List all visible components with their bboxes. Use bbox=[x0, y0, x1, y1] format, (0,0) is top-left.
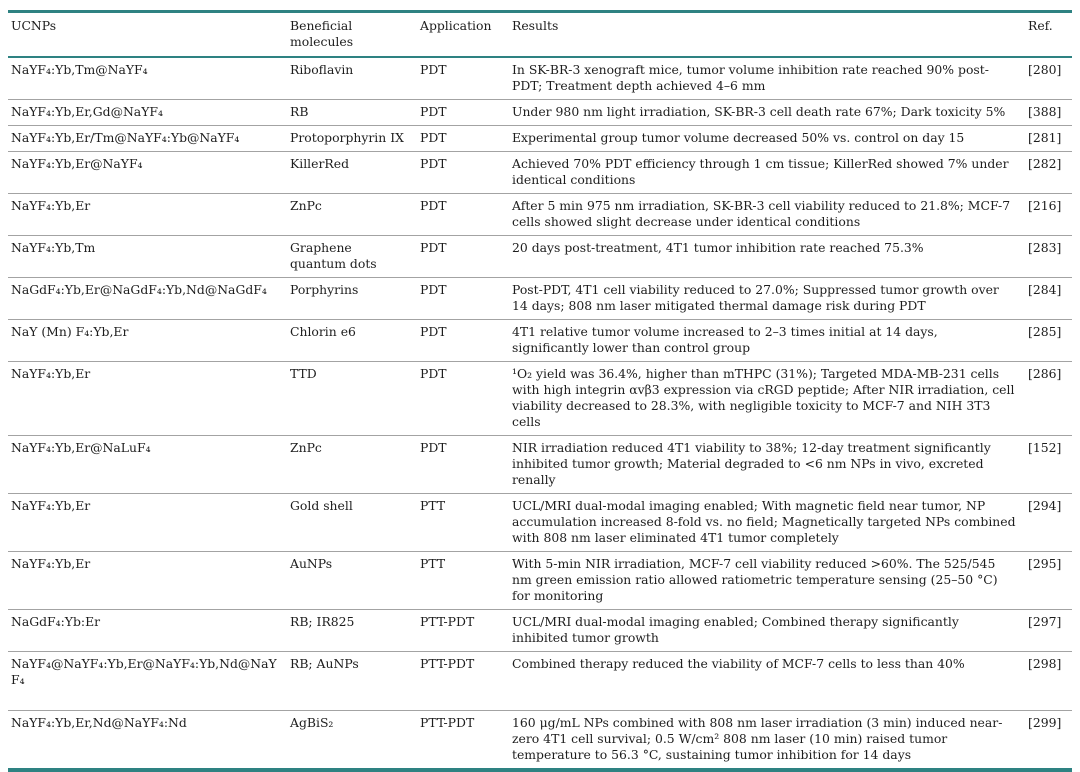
table-row: NaYF₄:Yb,Er@NaYF₄ KillerRed PDT Achieved… bbox=[8, 151, 1072, 194]
application-cell: PTT bbox=[420, 493, 512, 552]
results-cell: Achieved 70% PDT efficiency through 1 cm… bbox=[512, 151, 1028, 194]
ref-cell: [280] bbox=[1028, 57, 1072, 100]
application-cell: PDT bbox=[420, 151, 512, 194]
molecules-cell: TTD bbox=[290, 361, 420, 436]
results-cell: Post-PDT, 4T1 cell viability reduced to … bbox=[512, 277, 1028, 320]
column-header-molecules: Beneficial molecules bbox=[290, 11, 420, 58]
ucnp-cell: NaGdF₄:Yb:Er bbox=[8, 609, 290, 652]
table-row: NaYF₄:Yb,Er Gold shell PTT UCL/MRI dual-… bbox=[8, 493, 1072, 552]
ref-cell: [285] bbox=[1028, 319, 1072, 362]
ucnp-cell: NaYF₄:Yb,Er bbox=[8, 193, 290, 236]
ucnp-cell: NaYF₄:Yb,Er/Tm@NaYF₄:Yb@NaYF₄ bbox=[8, 125, 290, 152]
application-cell: PTT-PDT bbox=[420, 609, 512, 652]
ucnp-cell: NaYF₄:Yb,Er,Nd@NaYF₄:Nd bbox=[11, 715, 187, 730]
results-cell: UCL/MRI dual-modal imaging enabled; Comb… bbox=[512, 609, 1028, 652]
ucnp-cell: NaYF₄:Yb,Tm@NaYF₄ bbox=[8, 57, 290, 100]
molecules-cell: Graphene quantum dots bbox=[290, 235, 420, 278]
application-cell: PTT-PDT bbox=[420, 651, 512, 711]
application-cell: PDT bbox=[420, 235, 512, 278]
ref-cell: [216] bbox=[1028, 193, 1072, 236]
table-row: NaGdF₄:Yb,Er@NaGdF₄:Yb,Nd@NaGdF₄ Porphyr… bbox=[8, 277, 1072, 320]
application-cell: PTT-PDT bbox=[420, 715, 475, 730]
column-header-ucnps: UCNPs bbox=[8, 11, 290, 58]
ref-cell: [284] bbox=[1028, 277, 1072, 320]
results-cell: 20 days post-treatment, 4T1 tumor inhibi… bbox=[512, 235, 1028, 278]
results-cell: Under 980 nm light irradiation, SK-BR-3 … bbox=[512, 99, 1028, 126]
table-row: NaYF₄:Yb,Er AuNPs PTT With 5-min NIR irr… bbox=[8, 551, 1072, 610]
ref-cell: [295] bbox=[1028, 551, 1072, 610]
ucnp-cell: NaGdF₄:Yb,Er@NaGdF₄:Yb,Nd@NaGdF₄ bbox=[8, 277, 290, 320]
molecules-cell: RB bbox=[290, 99, 420, 126]
ucnps-therapy-table: UCNPs Beneficial molecules Application R… bbox=[8, 10, 1072, 772]
molecules-cell: ZnPc bbox=[290, 435, 420, 494]
application-cell: PDT bbox=[420, 193, 512, 236]
application-cell: PDT bbox=[420, 277, 512, 320]
ref-cell: [281] bbox=[1028, 125, 1072, 152]
table-row: NaYF₄:Yb,Er@NaLuF₄ ZnPc PDT NIR irradiat… bbox=[8, 435, 1072, 494]
ucnp-cell: NaYF₄:Yb,Er,Gd@NaYF₄ bbox=[8, 99, 290, 126]
molecules-cell: KillerRed bbox=[290, 151, 420, 194]
results-cell: Experimental group tumor volume decrease… bbox=[512, 125, 1028, 152]
results-cell: ¹O₂ yield was 36.4%, higher than mTHPC (… bbox=[512, 361, 1028, 436]
ref-cell: [388] bbox=[1028, 99, 1072, 126]
ucnp-cell: NaYF₄:Yb,Er@NaLuF₄ bbox=[8, 435, 290, 494]
application-cell: PDT bbox=[420, 125, 512, 152]
molecules-cell: Chlorin e6 bbox=[290, 319, 420, 362]
application-cell: PDT bbox=[420, 57, 512, 100]
column-header-results: Results bbox=[512, 11, 1028, 58]
ref-cell: [297] bbox=[1028, 609, 1072, 652]
table-row: NaGdF₄:Yb:Er RB; IR825 PTT-PDT UCL/MRI d… bbox=[8, 609, 1072, 652]
ucnp-cell: NaYF₄:Yb,Er bbox=[8, 493, 290, 552]
results-cell: After 5 min 975 nm irradiation, SK-BR-3 … bbox=[512, 193, 1028, 236]
ref-cell: [283] bbox=[1028, 235, 1072, 278]
column-header-application: Application bbox=[420, 11, 512, 58]
molecules-cell: RB; AuNPs bbox=[290, 651, 420, 711]
molecules-cell: Porphyrins bbox=[290, 277, 420, 320]
molecules-cell: AuNPs bbox=[290, 551, 420, 610]
application-cell: PDT bbox=[420, 435, 512, 494]
table-row: NaYF₄:Yb,Tm@NaYF₄ Riboflavin PDT In SK-B… bbox=[8, 57, 1072, 100]
results-cell: NIR irradiation reduced 4T1 viability to… bbox=[512, 435, 1028, 494]
results-cell: 4T1 relative tumor volume increased to 2… bbox=[512, 319, 1028, 362]
ref-cell: [282] bbox=[1028, 151, 1072, 194]
ref-cell: [299] bbox=[1028, 715, 1062, 730]
ucnp-cell: NaYF₄:Yb,Er bbox=[8, 361, 290, 436]
results-cell: In SK-BR-3 xenograft mice, tumor volume … bbox=[512, 57, 1028, 100]
ucnp-cell: NaYF₄@NaYF₄:Yb,Er@NaYF₄:Yb,Nd@NaYF₄ bbox=[8, 651, 290, 711]
ucnp-cell: NaY (Mn) F₄:Yb,Er bbox=[8, 319, 290, 362]
ref-cell: [286] bbox=[1028, 361, 1072, 436]
application-cell: PDT bbox=[420, 99, 512, 126]
table-row: NaY (Mn) F₄:Yb,Er Chlorin e6 PDT 4T1 rel… bbox=[8, 319, 1072, 362]
molecules-cell: Gold shell bbox=[290, 493, 420, 552]
ucnp-cell: NaYF₄:Yb,Er@NaYF₄ bbox=[8, 151, 290, 194]
results-cell: 160 μg/mL NPs combined with 808 nm laser… bbox=[512, 715, 1003, 762]
ucnp-cell: NaYF₄:Yb,Tm bbox=[8, 235, 290, 278]
application-cell: PDT bbox=[420, 361, 512, 436]
ref-cell: [152] bbox=[1028, 435, 1072, 494]
ref-cell: [298] bbox=[1028, 651, 1072, 711]
table-row: NaYF₄:Yb,Er,Gd@NaYF₄ RB PDT Under 980 nm… bbox=[8, 99, 1072, 126]
ucnp-cell: NaYF₄:Yb,Er bbox=[8, 551, 290, 610]
table-row: NaYF₄@NaYF₄:Yb,Er@NaYF₄:Yb,Nd@NaYF₄ RB; … bbox=[8, 651, 1072, 711]
molecules-cell: ZnPc bbox=[290, 193, 420, 236]
molecules-cell: Riboflavin bbox=[290, 57, 420, 100]
results-cell: With 5-min NIR irradiation, MCF-7 cell v… bbox=[512, 551, 1028, 610]
table-row: NaYF₄:Yb,Er/Tm@NaYF₄:Yb@NaYF₄ Protoporph… bbox=[8, 125, 1072, 152]
molecules-cell: Protoporphyrin IX bbox=[290, 125, 420, 152]
results-cell: Combined therapy reduced the viability o… bbox=[512, 651, 1028, 711]
ref-cell: [294] bbox=[1028, 493, 1072, 552]
application-cell: PDT bbox=[420, 319, 512, 362]
table-row: NaYF₄:Yb,Er,Nd@NaYF₄:Nd AgBiS₂ PTT-PDT 1… bbox=[8, 711, 1072, 771]
column-header-ref: Ref. bbox=[1028, 11, 1072, 58]
table-row: NaYF₄:Yb,Er TTD PDT ¹O₂ yield was 36.4%,… bbox=[8, 361, 1072, 436]
application-cell: PTT bbox=[420, 551, 512, 610]
table-row: NaYF₄:Yb,Er ZnPc PDT After 5 min 975 nm … bbox=[8, 193, 1072, 236]
table-row: NaYF₄:Yb,Tm Graphene quantum dots PDT 20… bbox=[8, 235, 1072, 278]
header-row: UCNPs Beneficial molecules Application R… bbox=[8, 11, 1072, 58]
molecules-cell: AgBiS₂ bbox=[290, 715, 334, 730]
molecules-cell: RB; IR825 bbox=[290, 609, 420, 652]
results-cell: UCL/MRI dual-modal imaging enabled; With… bbox=[512, 493, 1028, 552]
